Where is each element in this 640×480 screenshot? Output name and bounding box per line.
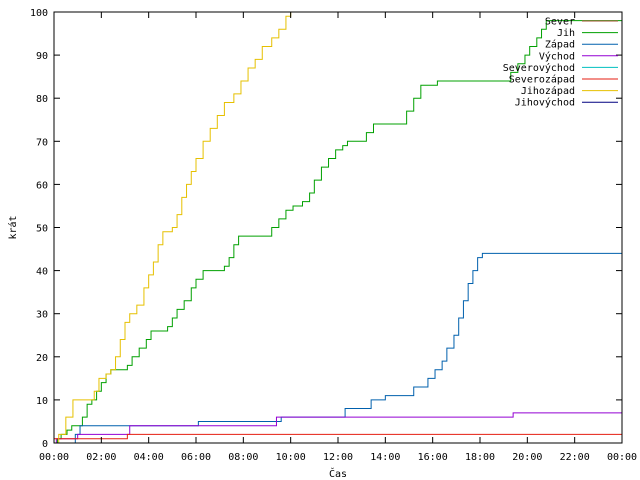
y-axis: 0 10 20 30 40 50 60 70 80 90 100	[30, 8, 622, 450]
x-tick-label: 00:00	[607, 452, 637, 463]
y-tick-label: 0	[42, 439, 48, 450]
x-tick-label: 08:00	[228, 452, 258, 463]
y-tick-label: 50	[36, 224, 48, 235]
x-axis-label: Čas	[329, 467, 347, 480]
y-axis-label: krát	[7, 215, 19, 239]
x-tick-label: 02:00	[86, 452, 116, 463]
series-line-1	[54, 20, 622, 444]
y-tick-label: 10	[36, 396, 48, 407]
legend-label: Severovýchod	[503, 62, 575, 74]
legend-label: Severozápad	[509, 74, 575, 86]
y-tick-label: 60	[36, 180, 48, 191]
x-tick-label: 00:00	[39, 452, 69, 463]
y-tick-label: 80	[36, 94, 48, 105]
x-tick-label: 14:00	[370, 452, 400, 463]
y-tick-label: 100	[30, 8, 48, 19]
legend: SeverJihZápadVýchodSeverovýchodSeverozáp…	[503, 17, 618, 109]
x-tick-label: 18:00	[465, 452, 495, 463]
y-tick-label: 40	[36, 267, 48, 278]
y-tick-label: 30	[36, 310, 48, 321]
x-tick-label: 20:00	[512, 452, 542, 463]
x-tick-label: 10:00	[276, 452, 306, 463]
x-axis: 00:00 02:00 04:00 06:00 08:00 10:00 12:00 14:00…	[39, 12, 637, 463]
legend-label: Západ	[545, 39, 575, 51]
legend-label: Východ	[539, 50, 575, 62]
x-tick-label: 06:00	[181, 452, 211, 463]
x-tick-label: 16:00	[418, 452, 448, 463]
legend-label: Jihozápad	[521, 85, 575, 97]
y-tick-label: 20	[36, 353, 48, 364]
legend-label: Sever	[545, 17, 575, 28]
legend-label: Jihovýchod	[515, 97, 575, 109]
y-tick-label: 70	[36, 137, 48, 148]
x-tick-label: 12:00	[323, 452, 353, 463]
x-tick-label: 22:00	[560, 452, 590, 463]
legend-label: Jih	[557, 28, 575, 39]
series-line-2	[54, 252, 622, 444]
y-tick-label: 90	[36, 51, 48, 62]
series-line-6	[54, 12, 292, 444]
x-tick-label: 04:00	[134, 452, 164, 463]
